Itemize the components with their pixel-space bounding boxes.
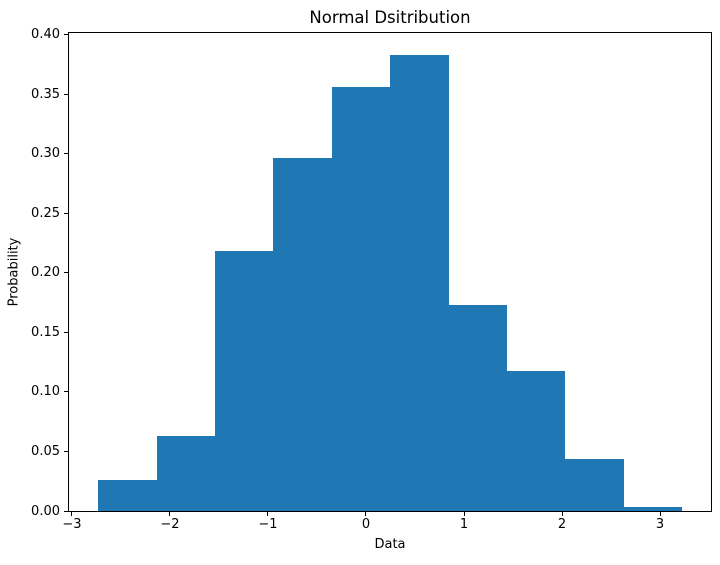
x-tick-label: −1 <box>258 517 278 532</box>
x-tick-mark <box>71 512 73 516</box>
histogram-bar <box>565 458 624 511</box>
histogram-bar <box>448 305 508 511</box>
x-tick-label: 1 <box>459 517 469 532</box>
x-tick-mark <box>659 512 661 516</box>
y-tick-label: 0.20 <box>31 265 60 281</box>
y-tick-label: 0.00 <box>31 503 60 519</box>
x-tick-mark <box>267 512 269 516</box>
y-tick-mark <box>64 153 68 155</box>
histogram-bar <box>273 158 332 511</box>
x-tick-label: 3 <box>655 517 665 532</box>
x-tick-mark <box>463 512 465 516</box>
x-tick-label: −3 <box>62 517 82 532</box>
histogram-bar <box>507 371 566 511</box>
x-tick-mark <box>365 512 367 516</box>
histogram-bar <box>215 250 274 511</box>
y-tick-label: 0.30 <box>31 146 60 162</box>
histogram-bar <box>623 506 683 511</box>
histogram-bar <box>98 480 157 511</box>
y-tick-mark <box>64 391 68 393</box>
x-tick-mark <box>169 512 171 516</box>
y-tick-label: 0.15 <box>31 324 60 340</box>
x-tick-label: 2 <box>557 517 567 532</box>
y-tick-mark <box>64 450 68 452</box>
x-tick-mark <box>561 512 563 516</box>
y-tick-label: 0.40 <box>31 27 60 43</box>
histogram-bar <box>156 435 216 511</box>
y-tick-mark <box>64 93 68 95</box>
y-tick-mark <box>64 331 68 333</box>
y-tick-mark <box>64 212 68 214</box>
y-tick-label: 0.35 <box>31 86 60 102</box>
y-tick-mark <box>64 34 68 36</box>
x-axis-label: Data <box>374 537 406 552</box>
x-tick-label: −2 <box>160 517 180 532</box>
chart-title: Normal Dsitribution <box>309 8 471 27</box>
y-tick-label: 0.25 <box>31 205 60 221</box>
histogram-bar <box>331 86 391 511</box>
plot-area <box>68 32 712 512</box>
y-tick-label: 0.05 <box>31 443 60 459</box>
x-tick-label: 0 <box>361 517 371 532</box>
y-tick-mark <box>64 272 68 274</box>
y-tick-label: 0.10 <box>31 384 60 400</box>
y-tick-mark <box>64 510 68 512</box>
histogram-bar <box>390 54 449 511</box>
